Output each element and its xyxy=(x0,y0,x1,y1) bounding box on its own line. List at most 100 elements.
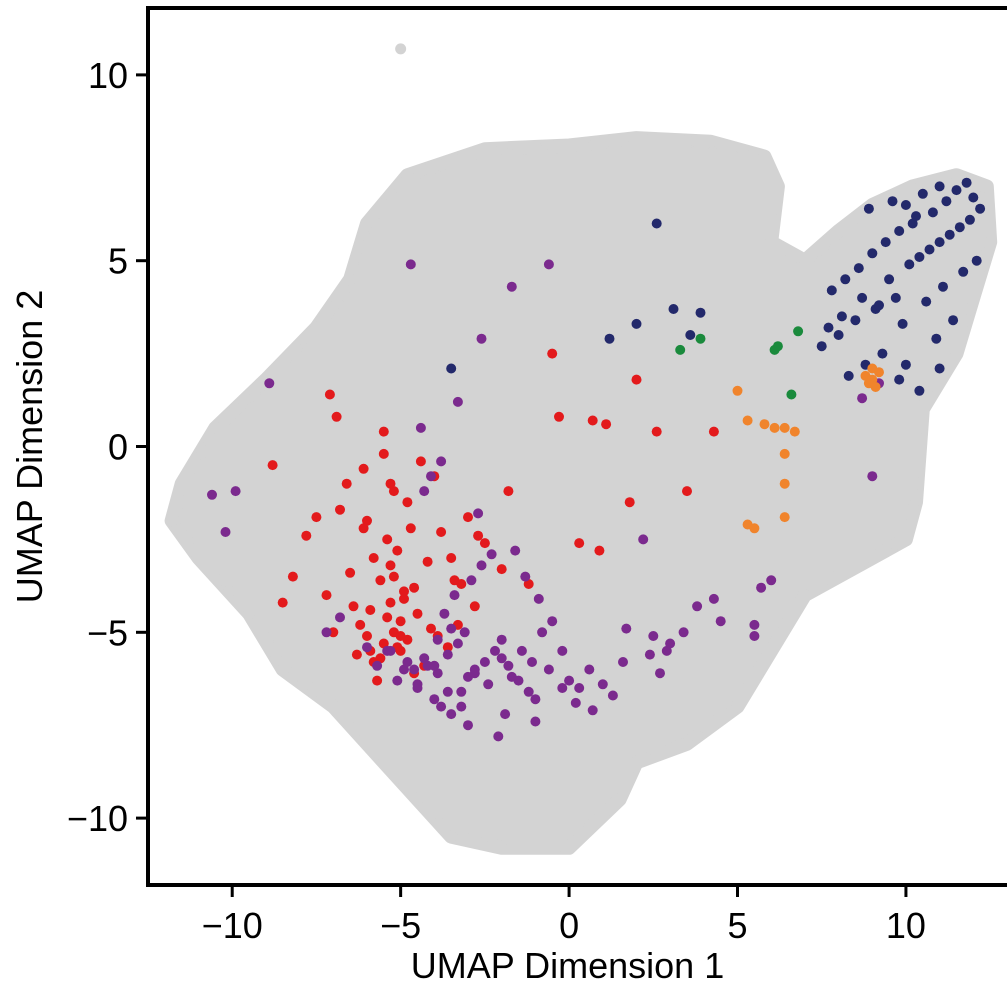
cloud-edge-point xyxy=(447,153,460,166)
data-point xyxy=(894,226,905,236)
cloud-edge-point xyxy=(337,282,350,295)
data-point xyxy=(449,590,460,601)
data-point xyxy=(655,668,665,679)
cloud-edge-point xyxy=(630,132,643,145)
data-point xyxy=(409,582,420,593)
data-point xyxy=(442,649,453,660)
cloud-edge-point xyxy=(736,144,749,157)
data-point xyxy=(708,426,719,437)
data-point xyxy=(853,263,864,274)
cloud-edge-point xyxy=(209,421,222,434)
cloud-edge-point xyxy=(670,741,683,754)
cloud-edge-point xyxy=(839,566,852,579)
data-point xyxy=(759,419,770,430)
cloud-edge-point xyxy=(953,336,966,349)
cloud-edge-point xyxy=(771,180,784,193)
data-point xyxy=(429,694,440,705)
data-point xyxy=(490,645,500,656)
cloud-edge-point xyxy=(852,559,865,572)
cloud-edge-point xyxy=(563,139,576,152)
cloud-edge-point xyxy=(270,363,283,376)
cloud-edge-point xyxy=(689,135,702,148)
data-point xyxy=(921,296,932,307)
data-point xyxy=(557,645,568,656)
cloud-edge-point xyxy=(337,711,350,724)
data-point xyxy=(351,649,362,660)
data-point xyxy=(469,601,480,612)
cloud-edge-point xyxy=(263,641,276,654)
data-point xyxy=(321,590,332,601)
cloud-edge-point xyxy=(792,600,805,613)
data-point xyxy=(894,374,905,385)
data-point xyxy=(665,638,676,649)
data-point xyxy=(624,497,635,508)
cloud-edge-point xyxy=(357,734,370,747)
cloud-edge-point xyxy=(300,331,313,344)
data-point xyxy=(779,448,790,459)
data-point xyxy=(749,523,760,534)
data-point xyxy=(362,631,372,641)
cloud-edge-point xyxy=(680,737,693,750)
x-axis-ticks: −10 −5 0 5 10 xyxy=(202,885,926,946)
data-point xyxy=(486,549,497,560)
data-point xyxy=(543,664,554,675)
data-point xyxy=(685,330,696,340)
x-tick-label: 0 xyxy=(559,905,579,946)
cloud-edge-point xyxy=(980,247,993,260)
data-point xyxy=(554,411,564,422)
cloud-edge-point xyxy=(576,138,589,151)
x-tick-label: 10 xyxy=(886,905,926,946)
cloud-edge-point xyxy=(616,133,629,146)
data-point xyxy=(682,486,692,497)
cloud-outlier-point xyxy=(395,43,407,55)
data-point xyxy=(331,411,342,422)
cloud-edge-point xyxy=(401,169,414,182)
data-point xyxy=(506,281,517,292)
series-3 xyxy=(675,326,804,400)
cloud-edge-point xyxy=(256,630,269,643)
cloud-edge-point xyxy=(360,217,373,230)
data-point xyxy=(695,307,706,318)
cloud-edge-point xyxy=(393,178,406,191)
cloud-edge-point xyxy=(769,202,782,215)
data-point xyxy=(530,694,541,705)
data-point xyxy=(958,266,969,277)
data-point xyxy=(823,322,834,333)
data-point xyxy=(446,709,457,720)
cloud-edge-point xyxy=(660,745,673,758)
data-point xyxy=(749,631,760,641)
cloud-edge-point xyxy=(189,455,202,468)
cloud-edge-point xyxy=(766,224,779,237)
data-point xyxy=(948,315,959,326)
cloud-edge-point xyxy=(367,745,380,758)
data-point xyxy=(971,255,982,266)
data-point xyxy=(877,348,888,359)
cloud-edge-point xyxy=(970,280,983,293)
data-point xyxy=(402,497,413,508)
cloud-edge-point xyxy=(249,383,262,396)
data-point xyxy=(439,608,450,619)
data-point xyxy=(392,675,403,686)
data-point xyxy=(911,211,921,222)
data-point xyxy=(772,341,783,352)
data-point xyxy=(742,415,753,426)
data-point xyxy=(880,237,891,248)
data-point xyxy=(951,185,962,196)
cloud-edge-point xyxy=(495,142,508,155)
data-point xyxy=(857,292,868,303)
cloud-edge-point xyxy=(290,342,303,355)
data-point xyxy=(436,527,447,537)
cloud-edge-point xyxy=(416,164,429,177)
cloud-edge-point xyxy=(974,269,987,282)
data-point xyxy=(863,203,874,214)
data-point xyxy=(836,311,847,322)
data-point xyxy=(934,181,945,192)
cloud-edge-point xyxy=(202,433,215,446)
cloud-edge-point xyxy=(549,841,562,854)
data-point xyxy=(897,318,908,329)
data-point xyxy=(399,586,409,597)
x-tick-label: −5 xyxy=(380,905,421,946)
data-point xyxy=(816,341,827,352)
data-point xyxy=(378,426,389,437)
data-point xyxy=(601,419,612,430)
